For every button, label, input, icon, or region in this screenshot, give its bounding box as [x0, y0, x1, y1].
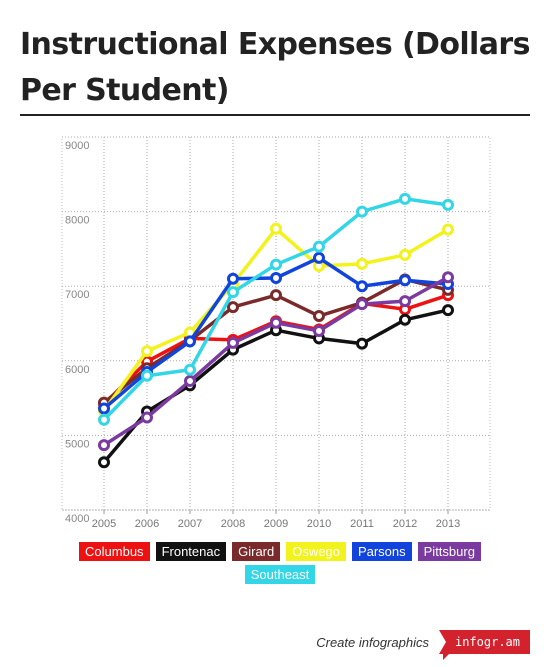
data-point-pittsburg[interactable]: [270, 316, 282, 329]
footer-text[interactable]: Create infographics: [316, 634, 429, 650]
data-point-southeast[interactable]: [184, 363, 196, 376]
x-tick-label: 2008: [221, 518, 245, 530]
data-point-southeast[interactable]: [98, 413, 110, 426]
data-point-southeast[interactable]: [399, 192, 411, 205]
data-point-southeast[interactable]: [141, 369, 153, 382]
data-point-pittsburg[interactable]: [98, 439, 110, 452]
y-tick-label: 4000: [65, 513, 89, 525]
data-point-frontenac[interactable]: [442, 304, 454, 317]
data-point-frontenac[interactable]: [356, 337, 368, 350]
data-point-girard[interactable]: [313, 310, 325, 323]
data-point-pittsburg[interactable]: [356, 298, 368, 311]
data-point-girard[interactable]: [270, 289, 282, 302]
series-southeast: [98, 192, 454, 426]
data-point-girard[interactable]: [227, 301, 239, 314]
x-tick-label: 2007: [178, 518, 202, 530]
data-point-southeast[interactable]: [227, 286, 239, 299]
data-point-oswego[interactable]: [356, 257, 368, 270]
footer: Create infographics infogr.am: [316, 628, 530, 660]
series-pittsburg: [98, 271, 454, 452]
data-point-southeast[interactable]: [356, 205, 368, 218]
data-point-pittsburg[interactable]: [442, 271, 454, 284]
data-point-parsons[interactable]: [270, 271, 282, 284]
x-tick-label: 2013: [436, 518, 460, 530]
x-tick-label: 2005: [92, 518, 116, 530]
data-point-southeast[interactable]: [270, 258, 282, 271]
x-tick-label: 2012: [393, 518, 417, 530]
legend-item-frontenac[interactable]: Frontenac: [155, 542, 227, 561]
legend-item-oswego[interactable]: Oswego: [286, 542, 346, 561]
legend-item-columbus[interactable]: Columbus: [79, 542, 150, 561]
x-tick-label: 2010: [307, 518, 331, 530]
data-point-parsons[interactable]: [356, 280, 368, 293]
data-point-parsons[interactable]: [184, 335, 196, 348]
data-point-pittsburg[interactable]: [227, 336, 239, 349]
data-point-parsons[interactable]: [399, 274, 411, 287]
data-point-parsons[interactable]: [98, 402, 110, 415]
data-point-southeast[interactable]: [442, 198, 454, 211]
y-tick-label: 7000: [65, 289, 89, 301]
data-point-frontenac[interactable]: [98, 456, 110, 469]
chart-legend: Columbus Frontenac Girard Oswego Parsons Pitt…: [70, 540, 490, 586]
data-point-frontenac[interactable]: [399, 313, 411, 326]
data-point-oswego[interactable]: [442, 223, 454, 236]
x-tick-label: 2011: [350, 518, 374, 530]
data-point-oswego[interactable]: [270, 222, 282, 235]
data-point-pittsburg[interactable]: [184, 374, 196, 387]
legend-item-southeast[interactable]: Southeast: [244, 565, 316, 584]
x-axis: 2005 2006 2007 2008 2009 2010 2011 2012 2013: [92, 510, 460, 530]
legend-item-pittsburg[interactable]: Pittsburg: [417, 542, 481, 561]
data-point-oswego[interactable]: [141, 345, 153, 358]
x-tick-label: 2006: [135, 518, 159, 530]
y-tick-label: 8000: [65, 215, 89, 227]
data-point-southeast[interactable]: [313, 240, 325, 253]
chart-series: [98, 192, 454, 469]
title-divider: [20, 114, 530, 116]
data-point-pittsburg[interactable]: [313, 324, 325, 337]
data-point-parsons[interactable]: [227, 272, 239, 285]
y-axis: 4000 5000 6000 7000 8000 9000: [65, 140, 89, 525]
y-tick-label: 6000: [65, 364, 89, 376]
data-point-oswego[interactable]: [399, 248, 411, 261]
x-tick-label: 2009: [264, 518, 288, 530]
data-point-parsons[interactable]: [313, 251, 325, 264]
legend-item-parsons[interactable]: Parsons: [351, 542, 412, 561]
legend-item-girard[interactable]: Girard: [232, 542, 281, 561]
data-point-pittsburg[interactable]: [141, 411, 153, 424]
data-point-pittsburg[interactable]: [399, 295, 411, 308]
infogram-logo[interactable]: infogr.am: [438, 630, 530, 660]
chart-title: Instructional Expenses (Dollars Per Stud…: [20, 27, 530, 108]
y-tick-label: 9000: [65, 140, 89, 152]
y-tick-label: 5000: [65, 438, 89, 450]
